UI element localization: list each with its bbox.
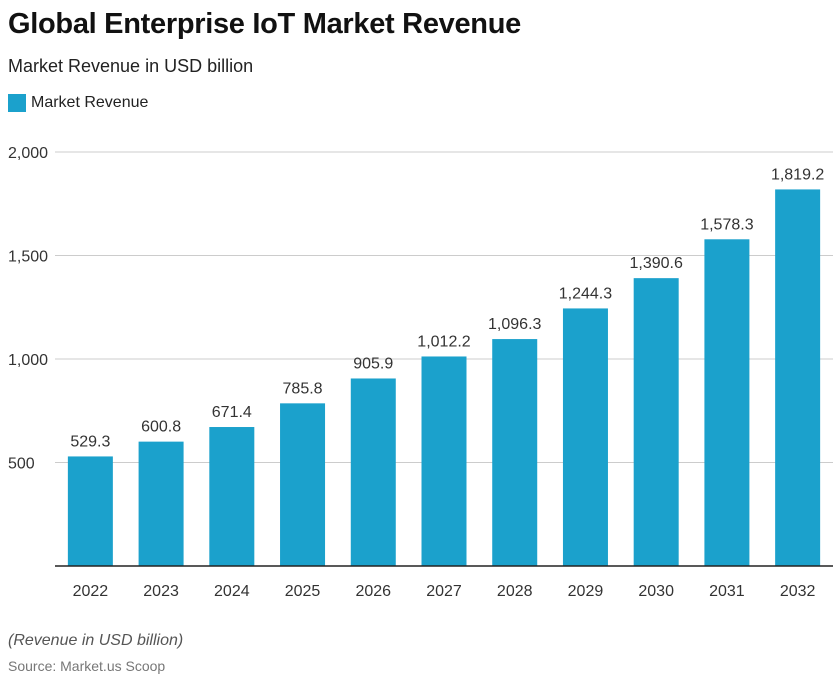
bar [280,403,326,566]
bar [775,189,821,566]
legend-label: Market Revenue [31,94,149,111]
data-label: 1,390.6 [629,255,682,272]
legend: Market Revenue [8,94,148,112]
x-tick-label: 2022 [73,583,109,600]
data-label: 1,012.2 [417,333,470,350]
bar [350,378,396,566]
data-label: 1,244.3 [559,285,612,302]
data-label: 1,096.3 [488,316,541,333]
chart-subtitle: Market Revenue in USD billion [8,56,254,76]
bar [562,308,608,566]
x-tick-label: 2024 [214,583,250,600]
bar-chart: 500 1,000 1,500 2,000 529.3 2022 600.8 2023 671.… [8,145,833,600]
x-tick-label: 2031 [709,583,745,600]
chart-title: Global Enterprise IoT Market Revenue [8,8,521,40]
x-tick-label: 2025 [285,583,321,600]
data-label: 785.8 [283,380,323,397]
data-label: 600.8 [141,419,181,436]
bar [421,356,467,566]
bar [67,456,113,566]
footnote: (Revenue in USD billion) [8,632,184,649]
x-tick-label: 2026 [355,583,391,600]
bar [633,278,679,566]
bar [492,339,538,566]
y-tick-label: 1,500 [8,249,48,266]
x-tick-label: 2023 [143,583,179,600]
data-label: 671.4 [212,404,252,421]
x-tick-label: 2028 [497,583,533,600]
data-label: 1,819.2 [771,166,824,183]
y-tick-label: 500 [8,456,35,473]
data-label: 905.9 [353,355,393,372]
x-tick-label: 2027 [426,583,462,600]
bar [138,441,184,566]
y-tick-label: 2,000 [8,145,48,162]
data-label: 1,578.3 [700,216,753,233]
x-tick-label: 2030 [638,583,674,600]
source-credit: Source: Market.us Scoop [8,658,166,674]
y-tick-label: 1,000 [8,352,48,369]
x-tick-label: 2029 [568,583,604,600]
legend-swatch [8,94,26,112]
bar [704,239,750,566]
data-label: 529.3 [70,433,110,450]
x-tick-label: 2032 [780,583,816,600]
bar [209,427,255,566]
